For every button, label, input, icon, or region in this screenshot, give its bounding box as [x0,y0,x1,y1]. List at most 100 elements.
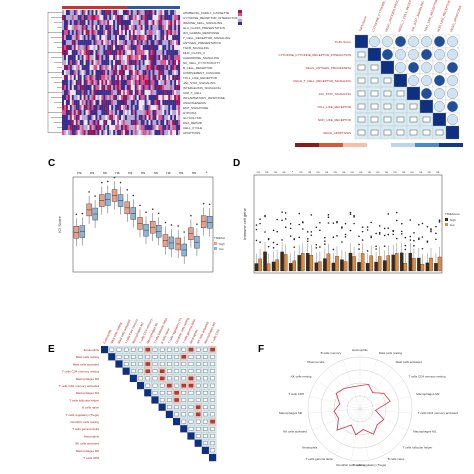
heatmap-color-key [238,19,242,22]
heatmap-cell [121,60,124,66]
heatmap-cell [124,30,127,36]
corr-box [138,369,143,373]
heatmap-cell [109,120,112,126]
heatmap-cell [91,45,94,51]
heatmap-cell [81,100,84,106]
heatmap-cell [113,15,116,21]
heatmap-cell [95,85,98,91]
heatmap-cell [109,55,112,61]
heatmap-cell [75,60,78,66]
corr-box [203,369,208,373]
heatmap-cell [97,95,100,101]
outlier [267,237,270,240]
heatmap-cell [69,40,72,46]
heatmap-cell [122,65,126,71]
corr-box [123,347,129,352]
heatmap-cell [93,125,96,131]
heatmap-cell [83,55,86,61]
heatmap-cell [67,120,70,126]
corr-box [188,369,194,373]
heatmap-cell [170,15,173,21]
heatmap-cell [146,50,149,56]
heatmap-cell [75,80,78,86]
heatmap-cell [71,60,74,66]
heatmap-cell [97,40,100,46]
outlier [289,222,292,225]
heatmap-cell [109,40,112,46]
heatmap-cell [75,105,78,111]
heatmap-cell [73,115,76,121]
heatmap-cell [87,85,90,91]
heatmap-cell [156,35,159,41]
heatmap-cell [111,85,114,91]
heatmap-cell [65,90,68,96]
heatmap-cell [69,85,72,91]
box [365,263,370,272]
heatmap-cell [103,45,106,51]
heatmap-cell [71,55,74,61]
corr-pie [434,62,445,73]
corr-box [174,383,179,388]
heatmap-cell [134,85,137,91]
corr-diag-cell [367,47,382,62]
sig-label: ns [419,170,423,174]
heatmap-color-key [238,16,242,19]
heatmap-cell [75,115,78,121]
heatmap-cell [89,60,92,66]
heatmap-cell [77,105,80,111]
panel-f: Eosinophils Mast cells resting Mast cells … [245,345,474,474]
corr-box [174,412,179,417]
panel-a: APOBEC3G_FAMILY_CASSETTE CYTOKINE_RECEPTO… [30,0,255,145]
heatmap-cell [99,105,102,111]
heatmap-cell [87,45,90,51]
heatmap-cell [105,65,108,71]
sig-label: ns [351,170,355,174]
heatmap-cell [89,90,92,96]
heatmap-cell [136,15,139,21]
heatmap-cell [126,45,129,51]
corr-box [357,90,366,97]
heatmap-cell [113,95,116,101]
heatmap-cell [170,80,173,86]
corr-row-label: T cells regulatory (Tregs) [66,413,99,417]
heatmap-cell [156,60,159,66]
heatmap-cell [115,45,118,51]
heatmap-cell [166,45,169,51]
heatmap-cell [148,50,151,56]
corr-box [145,369,151,373]
heatmap-cell [154,95,157,101]
heatmap-cell [136,50,139,56]
heatmap-cell [140,25,143,31]
heatmap-cell [115,110,118,116]
corr-box [181,362,187,366]
heatmap-cell [142,40,145,46]
sig-label: ns [141,170,145,175]
heatmap-cell [97,115,100,121]
corr-box [203,347,208,352]
heatmap-cell [109,85,112,91]
heatmap-row-label: CELL_CYCLE [183,126,202,130]
outlier [349,211,352,214]
corr-pie [408,36,419,47]
heatmap-cell [79,95,82,101]
heatmap-cell [128,130,131,136]
heatmap-cell [162,55,165,61]
heatmap-cell [158,60,161,66]
heatmap-cell [130,10,133,16]
heatmap-cell [115,50,118,56]
corr-row-label: TGFb.Score [335,40,352,44]
heatmap-cell [158,95,161,101]
heatmap-cell [93,90,96,96]
heatmap-cell [174,35,177,41]
heatmap-cell [152,60,155,66]
heatmap-cell [83,90,86,96]
corr-box [383,103,392,110]
heatmap-cell [126,15,129,21]
corr-row-label: KEGG_T_CELL_RECEPTOR_SIGNALING [293,79,351,83]
heatmap-cell [95,10,98,16]
corr-box [210,448,215,453]
heatmap-cell [138,105,141,111]
heatmap-cell [83,85,86,91]
heatmap-cell [124,35,127,41]
heatmap-cell [89,40,92,46]
